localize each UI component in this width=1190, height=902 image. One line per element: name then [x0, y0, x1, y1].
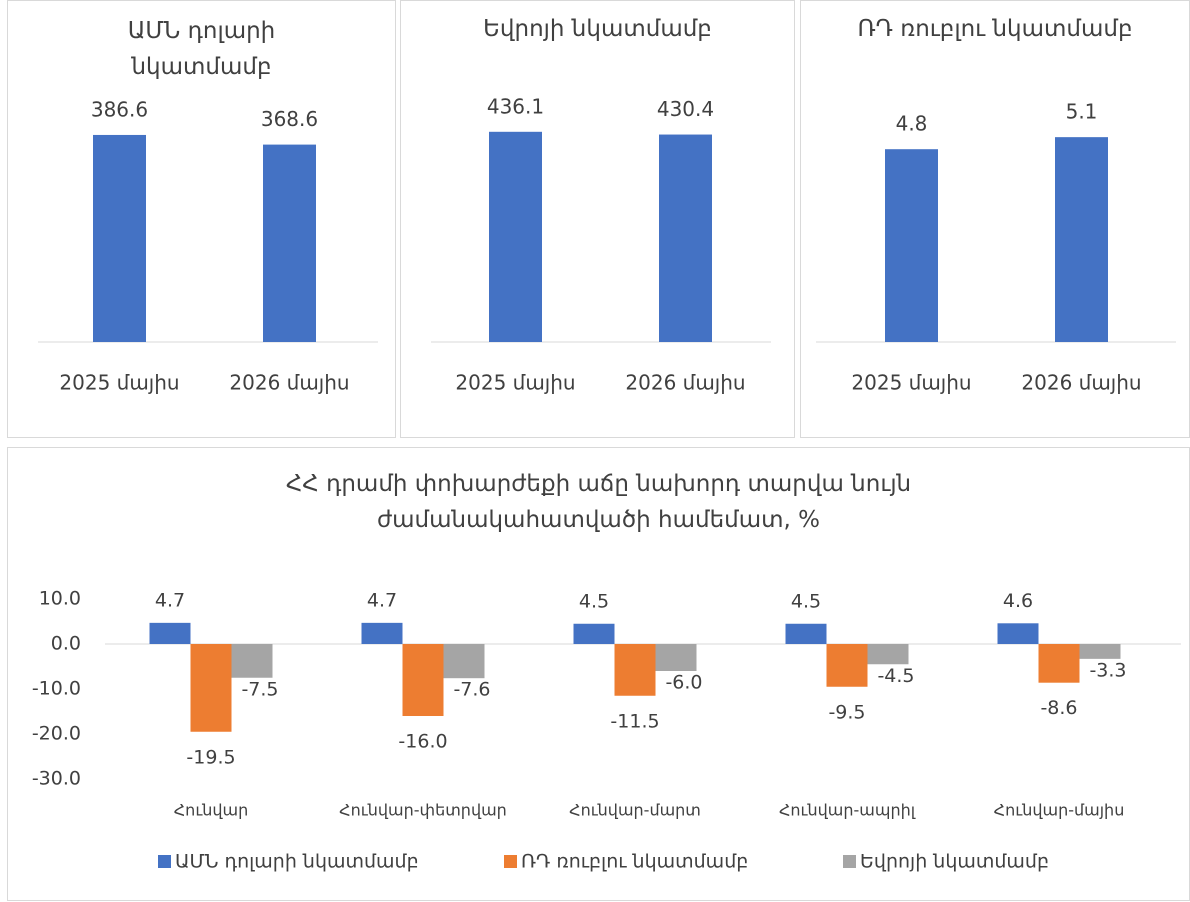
x-tick-label: 2026 մայիս [625, 371, 745, 395]
bar [190, 644, 232, 732]
bar [361, 622, 403, 644]
bar [614, 644, 656, 696]
data-label: -6.0 [665, 672, 702, 694]
data-label: 386.6 [91, 97, 148, 121]
data-label: -19.5 [186, 746, 235, 768]
bar [1038, 644, 1080, 683]
x-tick-label: 2026 մայիս [229, 371, 349, 395]
x-tick-label: Հունվար [174, 801, 249, 820]
bar [443, 644, 485, 679]
data-label: -7.5 [241, 678, 278, 700]
data-label: 4.7 [155, 589, 185, 611]
data-label: -9.5 [828, 701, 865, 723]
x-tick-label: 2026 մայիս [1021, 371, 1141, 395]
legend-label: ՌԴ ռուբլու նկատմամբ [521, 851, 748, 873]
x-tick-label: Հունվար-մարտ [569, 801, 701, 820]
data-label: 4.7 [367, 589, 397, 611]
bar [93, 134, 146, 342]
data-label: -7.6 [453, 679, 490, 701]
bar [867, 644, 909, 665]
y-tick-label: -10.0 [32, 678, 81, 700]
x-tick-label: Հունվար-մայիս [994, 801, 1125, 820]
bar [149, 622, 191, 644]
bar [655, 644, 697, 671]
data-label: 5.1 [1066, 100, 1098, 124]
bar [263, 144, 316, 342]
legend-swatch [504, 855, 517, 868]
bar [489, 131, 542, 342]
data-label: -16.0 [398, 731, 447, 753]
bar [231, 644, 273, 678]
chart: 386.6 2025 մայիս 368.6 2026 մայիս [38, 97, 378, 395]
chart: 4.8 2025 մայիս 5.1 2026 մայիս [816, 100, 1176, 395]
bar [402, 644, 444, 716]
data-label: 4.8 [896, 112, 928, 136]
chart-panel: 10.0 0.0 -10.0 -20.0 -30.0 Հունվար 4.7 -19.5 -7.… [7, 447, 1190, 901]
bar [1079, 644, 1121, 659]
data-label: 368.6 [261, 107, 318, 131]
x-tick-label: 2025 մայիս [455, 371, 575, 395]
data-label: 4.5 [791, 590, 821, 612]
data-label: 436.1 [487, 94, 544, 118]
bar [785, 623, 827, 644]
bar [997, 623, 1039, 644]
x-tick-label: 2025 մայիս [851, 371, 971, 395]
chart-panel: 386.6 2025 մայիս 368.6 2026 մայիս ԱՄՆ դոլարի… [7, 0, 396, 438]
data-label: -8.6 [1040, 697, 1077, 719]
legend-label: ԱՄՆ դոլարի նկատմամբ [175, 851, 419, 873]
data-label: 4.6 [1003, 590, 1033, 612]
chart: 436.1 2025 մայիս 430.4 2026 մայիս [431, 94, 771, 395]
chart-panel: 436.1 2025 մայիս 430.4 2026 մայիս Եվրոյի նկա… [400, 0, 795, 438]
chart-title: ԱՄՆ դոլարի նկատմամբ [127, 18, 276, 80]
y-tick-label: 0.0 [51, 633, 81, 655]
data-label: -4.5 [877, 665, 914, 687]
legend-swatch [843, 855, 856, 868]
data-label: -3.3 [1089, 659, 1126, 681]
chart-panel: 4.8 2025 մայիս 5.1 2026 մայիս ՌԴ ռուբլու նկա… [800, 0, 1190, 438]
bar [1055, 137, 1108, 342]
chart-title: ՀՀ դրամի փոխարժեքի աճը նախորդ տարվա նույ… [285, 471, 912, 533]
bar [885, 149, 938, 342]
x-tick-label: Հունվար-ապրիլ [779, 801, 916, 820]
bar [573, 623, 615, 644]
y-tick-label: -20.0 [32, 723, 81, 745]
chart-title: Եվրոյի նկատմամբ [483, 16, 712, 42]
chart: 10.0 0.0 -10.0 -20.0 -30.0 Հունվար 4.7 -19.5 -7.… [32, 588, 1181, 873]
data-label: 4.5 [579, 590, 609, 612]
y-tick-label: -30.0 [32, 768, 81, 790]
bar [659, 134, 712, 342]
data-label: -11.5 [610, 710, 659, 732]
legend-label: Եվրոյի նկատմամբ [860, 851, 1049, 873]
y-tick-label: 10.0 [39, 588, 81, 610]
legend-swatch [158, 855, 171, 868]
chart-title: ՌԴ ռուբլու նկատմամբ [857, 16, 1133, 42]
bar [826, 644, 868, 687]
x-tick-label: Հունվար-փետրվար [339, 801, 507, 820]
x-tick-label: 2025 մայիս [59, 371, 179, 395]
data-label: 430.4 [657, 97, 714, 121]
